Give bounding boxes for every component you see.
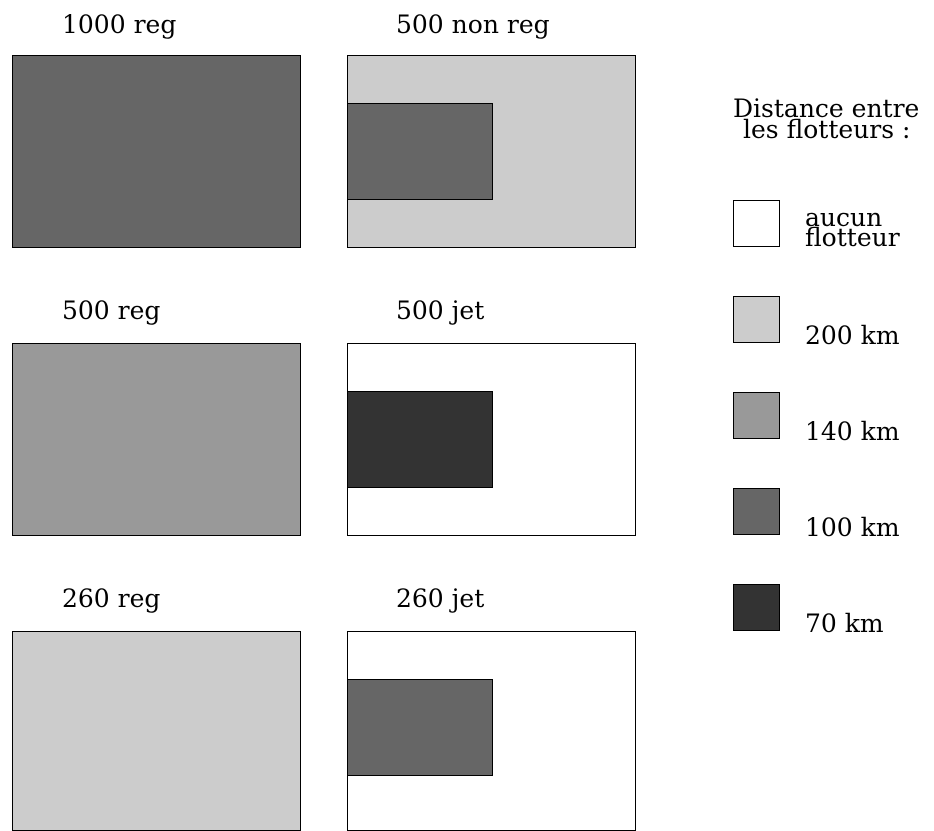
legend-swatch-aucun bbox=[733, 200, 780, 247]
legend-label-200km: 200 km bbox=[805, 321, 900, 350]
legend-swatch-100km bbox=[733, 488, 780, 535]
panel-260-reg bbox=[12, 631, 301, 831]
legend-swatch-140km bbox=[733, 392, 780, 439]
panel-title-260-jet: 260 jet bbox=[396, 584, 485, 613]
legend-label-100km: 100 km bbox=[805, 513, 900, 542]
panel-500-non-reg bbox=[347, 55, 636, 248]
legend-swatch-200km bbox=[733, 296, 780, 343]
panel-title-500-reg: 500 reg bbox=[62, 296, 161, 325]
panel-500-reg bbox=[12, 343, 301, 536]
legend-swatch-70km bbox=[733, 584, 780, 631]
legend-title: Distance entre les flotteurs : bbox=[733, 94, 920, 144]
legend-title-line2: les flotteurs : bbox=[743, 115, 911, 144]
panel-title-260-reg: 260 reg bbox=[62, 584, 161, 613]
legend-label-140km: 140 km bbox=[805, 417, 900, 446]
panel-260-jet bbox=[347, 631, 636, 831]
panel-title-500-jet: 500 jet bbox=[396, 296, 485, 325]
legend-label-70km: 70 km bbox=[805, 609, 884, 638]
legend-title-line1: Distance entre bbox=[733, 94, 920, 123]
panel-500-non-reg-region bbox=[347, 103, 493, 200]
panel-260-jet-region bbox=[347, 679, 493, 776]
legend-label-aucun: aucun flotteur bbox=[805, 203, 900, 252]
panel-title-500-non-reg: 500 non reg bbox=[396, 10, 550, 39]
panel-500-jet-region bbox=[347, 391, 493, 488]
legend-label-aucun-line2: flotteur bbox=[805, 223, 900, 252]
legend-label-aucun-line1: aucun bbox=[805, 203, 883, 232]
panel-500-jet bbox=[347, 343, 636, 536]
panel-1000-reg bbox=[12, 55, 301, 248]
panel-title-1000-reg: 1000 reg bbox=[62, 10, 177, 39]
